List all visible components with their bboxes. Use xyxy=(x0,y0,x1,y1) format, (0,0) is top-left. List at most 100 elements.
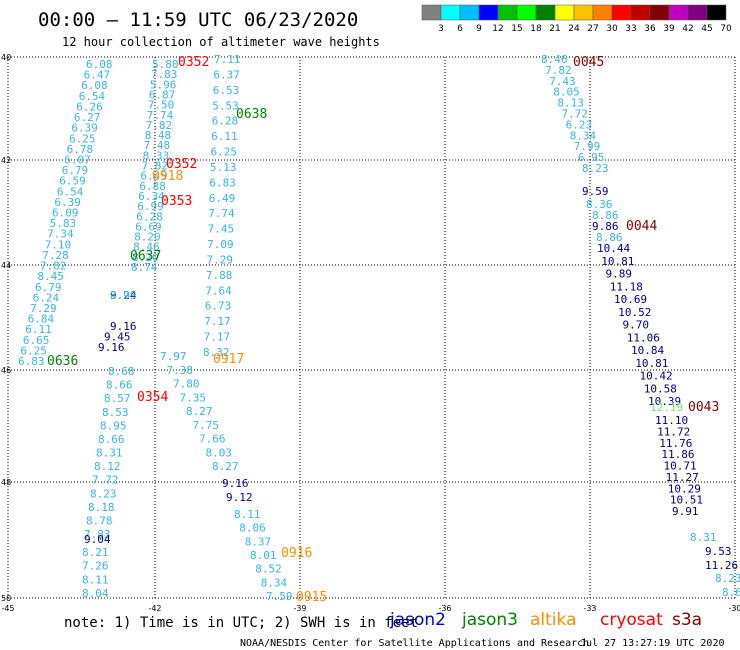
color-swatch xyxy=(554,4,575,21)
swh-value: 8.37 xyxy=(245,535,272,548)
swh-value: 6.47 xyxy=(84,69,111,82)
legend-entry-cryosat: cryosat xyxy=(600,610,663,630)
swh-value: 6.37 xyxy=(213,68,240,81)
swh-value: 6.24 xyxy=(33,291,60,304)
color-scale-label: 24 xyxy=(568,24,580,34)
swh-value: 8.66 xyxy=(98,433,125,446)
map-subtitle: 12 hour collection of altimeter wave hei… xyxy=(62,35,380,49)
swh-value: 11.86 xyxy=(661,448,694,461)
swh-value: 6.39 xyxy=(71,122,98,135)
swh-value: 6.45 xyxy=(140,170,167,183)
swh-value: 7.88 xyxy=(206,269,233,282)
swh-value: 7.48 xyxy=(144,139,171,152)
swh-value: 8.46 xyxy=(133,241,160,254)
swh-value: 6.83 xyxy=(209,176,236,189)
color-swatch xyxy=(687,4,708,21)
color-scale-label: 6 xyxy=(457,24,463,34)
swh-value: 6.25 xyxy=(211,146,238,159)
swh-value: 5.83 xyxy=(50,217,77,230)
pass-time-label: 0637 xyxy=(130,249,161,264)
swh-value: 8.78 xyxy=(86,514,113,527)
swh-value: 10.42 xyxy=(640,370,673,383)
swh-value: 8.95 xyxy=(100,419,127,432)
swh-value: 8.27 xyxy=(212,460,239,473)
swh-value: 6.34 xyxy=(138,190,165,203)
color-scale-label: 36 xyxy=(644,24,656,34)
swh-value: 9.16 xyxy=(98,341,125,354)
swh-value: 10.71 xyxy=(664,460,697,473)
latitude-tick-label: 42 xyxy=(1,156,11,165)
swh-value: 7.75 xyxy=(193,419,220,432)
swh-value: 7.83 xyxy=(151,68,178,81)
swh-value: 9.45 xyxy=(104,331,131,344)
swh-value: 8.53 xyxy=(102,406,129,419)
swh-value: 6.07 xyxy=(64,154,91,167)
swh-value: 8.45 xyxy=(37,270,64,283)
swh-value: 7.82 xyxy=(142,160,169,173)
color-scale-label: 27 xyxy=(587,24,598,34)
swh-value: 8.21 xyxy=(82,546,109,559)
swh-value: 8.01 xyxy=(250,549,277,562)
longitude-tick-label: -33 xyxy=(583,604,596,613)
swh-value: 9.91 xyxy=(672,505,699,518)
swh-value: 8.33 xyxy=(143,149,170,162)
swh-value: 8.23 xyxy=(582,162,609,175)
color-scale-label: 70 xyxy=(720,24,732,34)
swh-value: 7.82 xyxy=(146,119,173,132)
swh-value: 9.89 xyxy=(606,268,633,281)
swh-value: 8.31 xyxy=(690,531,717,544)
longitude-tick-label: -36 xyxy=(438,604,451,613)
pass-time-label: 0045 xyxy=(573,55,604,70)
swh-value: 7.17 xyxy=(204,331,231,344)
swh-value: 6.25 xyxy=(69,132,96,145)
swh-value: 8.34 xyxy=(570,129,597,142)
swh-value: 7.66 xyxy=(199,433,226,446)
swh-value: 7.74 xyxy=(147,109,174,122)
swh-value: 6.53 xyxy=(213,84,240,97)
swh-value: 7.72 xyxy=(92,474,119,487)
swh-value: 11.06 xyxy=(627,331,660,344)
swh-value: 11.26 xyxy=(705,559,738,572)
pass-time-label: 0636 xyxy=(47,354,78,369)
swh-value: 7.10 xyxy=(45,238,71,251)
wave-height-tracks: 6.086.476.086.546.266.276.396.256.786.07… xyxy=(18,53,740,603)
swh-value: 8.06 xyxy=(239,522,265,535)
latitude-tick-label: 46 xyxy=(1,366,11,375)
longitude-tick-label: -39 xyxy=(293,604,306,613)
latitude-tick-label: 44 xyxy=(1,261,11,270)
pass-time-label: 0638 xyxy=(236,107,267,122)
swh-value: 6.88 xyxy=(139,180,166,193)
swh-value: 6.49 xyxy=(209,192,236,205)
pass-time-label: 0916 xyxy=(281,546,312,561)
swh-value: 6.54 xyxy=(79,90,106,103)
swh-value: 7.09 xyxy=(207,238,234,251)
swh-value: 6.84 xyxy=(28,313,55,326)
swh-value: 11.18 xyxy=(610,280,643,293)
swh-value: 9.04 xyxy=(84,533,111,546)
swh-value: 6.69 xyxy=(135,220,162,233)
color-scale-label: 30 xyxy=(606,24,618,34)
swh-value: 8.46 xyxy=(541,53,568,66)
swh-value: 8.66 xyxy=(106,379,133,392)
swh-value: 8.52 xyxy=(255,563,281,576)
swh-value: 7.28 xyxy=(42,249,69,262)
swh-value: 8.12 xyxy=(94,460,121,473)
color-swatch xyxy=(535,4,556,21)
swh-value: 6.28 xyxy=(136,210,163,223)
swh-value: 6.11 xyxy=(25,323,52,336)
swh-value: 8.36 xyxy=(586,198,613,211)
swh-value: 5.80 xyxy=(152,58,179,71)
swh-value: 10.44 xyxy=(597,242,630,255)
swh-value: 8.27 xyxy=(186,405,213,418)
color-scale-label: 18 xyxy=(530,24,542,34)
swh-value: 11.76 xyxy=(659,437,692,450)
swh-value: 6.25 xyxy=(20,344,47,357)
swh-value: 8.68 xyxy=(108,365,135,378)
latitude-tick-label: 48 xyxy=(1,478,11,487)
swh-value: 7.17 xyxy=(204,315,231,328)
swh-value: 10.51 xyxy=(670,494,703,507)
pass-time-label: 0917 xyxy=(213,352,244,367)
swh-value: 9.16 xyxy=(222,477,249,490)
swh-value: 7.82 xyxy=(40,260,67,273)
swh-value: 6.27 xyxy=(74,111,101,124)
